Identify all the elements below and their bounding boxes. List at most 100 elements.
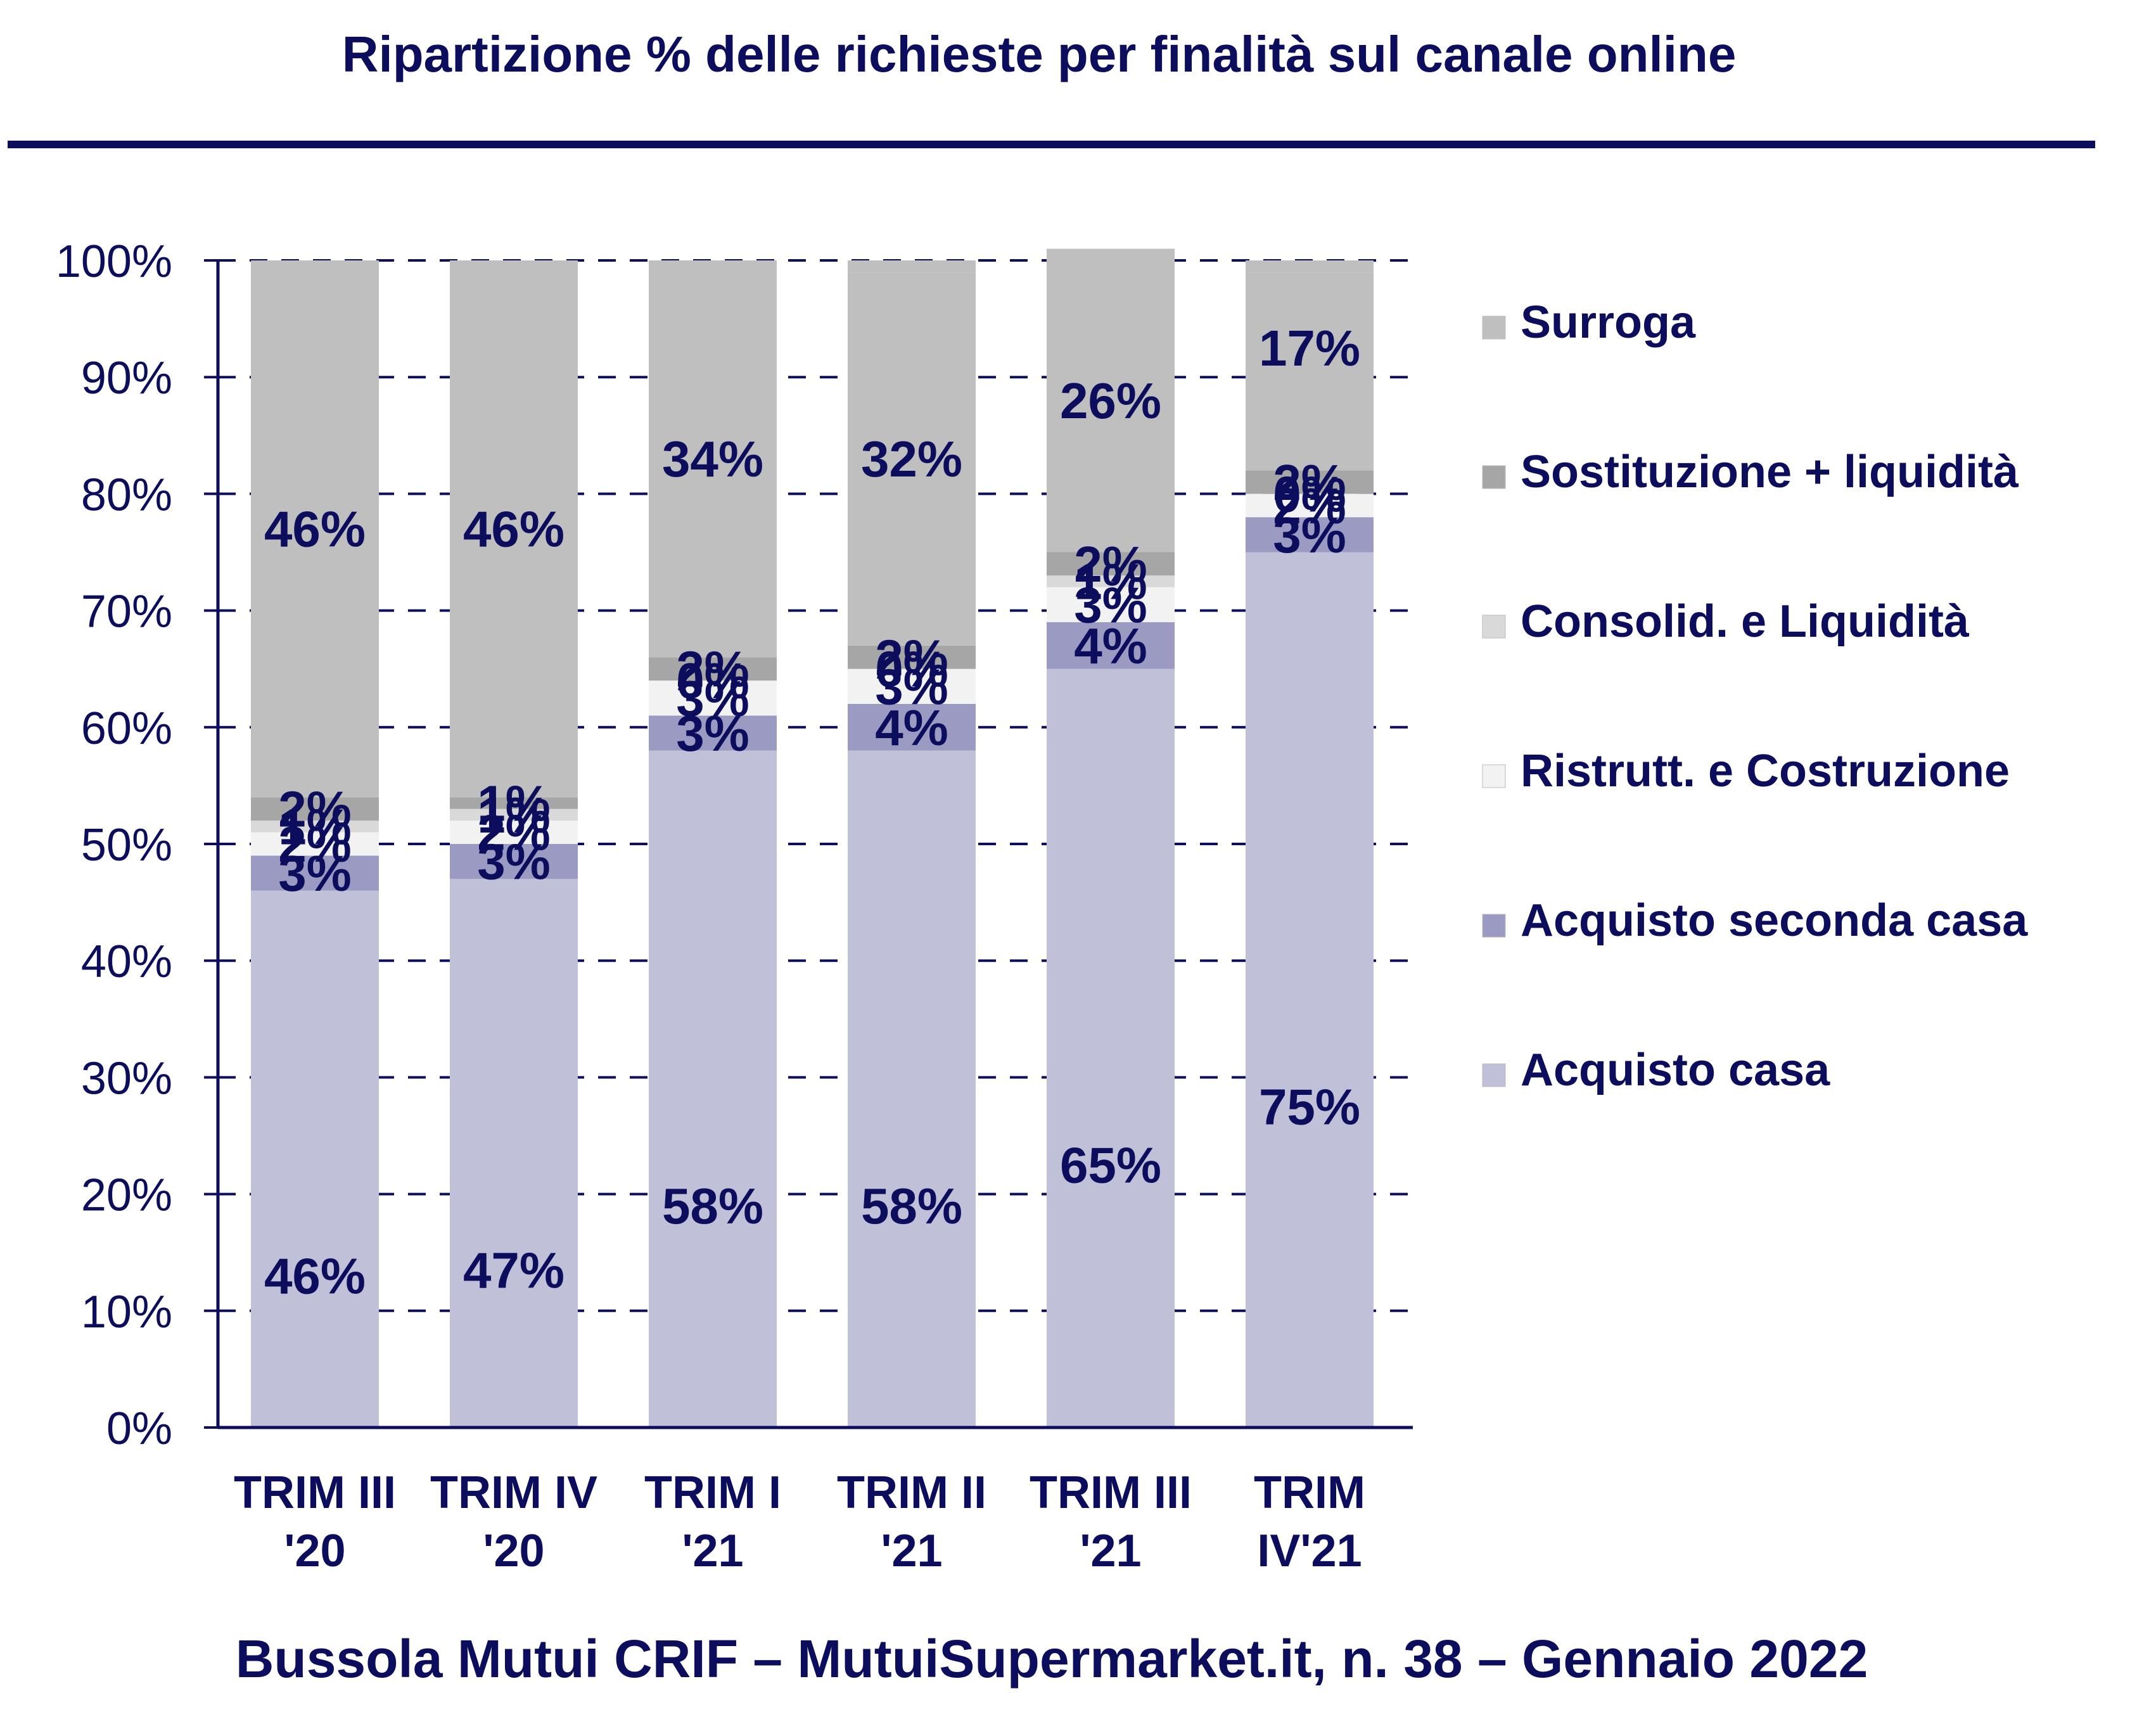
bar-segment bbox=[251, 855, 379, 891]
data-label: 58% bbox=[662, 1178, 763, 1234]
data-label: 3% bbox=[477, 834, 551, 890]
data-label: 1% bbox=[477, 787, 551, 843]
legend-label: Sostituzione + liquidità bbox=[1521, 447, 2019, 497]
x-tick-label: TRIM II bbox=[837, 1467, 986, 1518]
legend-swatch bbox=[1482, 615, 1506, 639]
bar-segment bbox=[1047, 668, 1175, 1428]
y-tick-label: 50% bbox=[81, 820, 172, 871]
bar-segment bbox=[1047, 248, 1175, 553]
data-label: 3% bbox=[278, 845, 352, 902]
y-tick-label: 60% bbox=[81, 703, 172, 754]
x-tick-label: '21 bbox=[1080, 1526, 1141, 1576]
bar-segment bbox=[1246, 494, 1374, 518]
y-tick-label: 10% bbox=[81, 1287, 172, 1338]
bar-segment bbox=[1246, 470, 1374, 494]
data-label: 0% bbox=[1273, 466, 1346, 522]
y-tick-label: 0% bbox=[106, 1403, 172, 1454]
x-axis-ticks: TRIM III '20 TRIM IV '20 TRIM I '21 TRIM II '21… bbox=[234, 1467, 1365, 1576]
x-tick-label: TRIM III bbox=[1030, 1467, 1192, 1518]
data-label: 1% bbox=[1074, 554, 1147, 610]
legend-label: Ristrutt. e Costruzione bbox=[1521, 746, 2010, 796]
axes bbox=[204, 259, 1413, 1429]
bar-segment bbox=[1047, 552, 1175, 576]
x-tick-label: '20 bbox=[483, 1526, 544, 1576]
y-tick-label: 30% bbox=[81, 1053, 172, 1104]
bar-segment bbox=[848, 668, 976, 704]
data-label: 2% bbox=[1273, 454, 1346, 511]
bar-segment bbox=[1246, 552, 1374, 1428]
legend-label: Acquisto casa bbox=[1521, 1045, 1830, 1095]
y-tick-label: 100% bbox=[56, 236, 172, 287]
bar-segment bbox=[848, 703, 976, 751]
data-label: 75% bbox=[1259, 1078, 1360, 1135]
source-footer: Bussola Mutui CRIF – MutuiSupermarket.it… bbox=[235, 1629, 1868, 1689]
bar-segment bbox=[1047, 587, 1175, 623]
y-tick-label: 20% bbox=[81, 1170, 172, 1221]
data-label: 1% bbox=[278, 798, 352, 855]
bar-segment bbox=[450, 844, 578, 879]
bar-segment bbox=[251, 890, 379, 1428]
data-label: 65% bbox=[1060, 1137, 1161, 1194]
bar-segment bbox=[450, 879, 578, 1428]
data-label: 46% bbox=[463, 501, 565, 558]
x-tick-label: TRIM III bbox=[234, 1467, 396, 1518]
legend-swatch bbox=[1482, 316, 1506, 340]
data-label: 32% bbox=[861, 431, 962, 487]
data-label: 17% bbox=[1259, 320, 1360, 376]
data-label: 46% bbox=[264, 1248, 366, 1305]
x-tick-label: TRIM bbox=[1254, 1467, 1365, 1518]
data-label: 3% bbox=[1273, 507, 1346, 563]
bar-segment bbox=[848, 260, 976, 272]
bar-segment bbox=[1246, 260, 1374, 272]
data-label: 26% bbox=[1060, 373, 1161, 429]
bar-segment bbox=[251, 260, 379, 798]
bar-segment bbox=[450, 821, 578, 844]
y-tick-label: 80% bbox=[81, 469, 172, 520]
bar-segment bbox=[251, 821, 379, 833]
data-label: 1% bbox=[477, 776, 551, 832]
bar-segment bbox=[649, 715, 777, 751]
bar-segment bbox=[251, 797, 379, 821]
data-label: 2% bbox=[1074, 536, 1147, 592]
legend-label: Surroga bbox=[1521, 297, 1696, 348]
x-tick-label: '21 bbox=[682, 1526, 743, 1576]
y-tick-label: 90% bbox=[81, 353, 172, 404]
bars bbox=[251, 248, 1374, 1428]
y-axis-ticks: 0% 10% 20% 30% 40% 50% 60% 70% 80% 90% 100% bbox=[56, 236, 172, 1454]
bar-segment bbox=[1246, 272, 1374, 471]
bar-segment bbox=[848, 750, 976, 1428]
legend-label: Consolid. e Liquidità bbox=[1521, 596, 1970, 647]
data-label: 4% bbox=[1074, 618, 1147, 674]
data-label: 58% bbox=[861, 1178, 962, 1234]
title-divider bbox=[8, 141, 2095, 148]
data-label: 2% bbox=[278, 781, 352, 838]
bar-segment bbox=[649, 657, 777, 681]
data-label: 2% bbox=[676, 641, 749, 698]
bar-segment bbox=[1246, 517, 1374, 553]
data-label: 47% bbox=[463, 1242, 565, 1298]
bar-segment bbox=[649, 750, 777, 1428]
x-tick-label: IV'21 bbox=[1257, 1526, 1362, 1576]
legend-swatch bbox=[1482, 764, 1506, 788]
bar-segment bbox=[450, 797, 578, 809]
legend-swatch bbox=[1482, 465, 1506, 489]
data-label: 3% bbox=[676, 705, 749, 762]
bar-segment bbox=[251, 832, 379, 856]
data-label: 3% bbox=[875, 658, 948, 715]
data-labels: 46%3%2%1%2%46%47%3%2%1%1%46%58%3%3%0%2%3… bbox=[264, 320, 1360, 1304]
legend-swatch bbox=[1482, 1063, 1506, 1087]
bar-segment bbox=[450, 808, 578, 821]
y-tick-label: 70% bbox=[81, 587, 172, 637]
x-tick-label: '21 bbox=[881, 1526, 942, 1576]
bar-segment bbox=[1047, 622, 1175, 669]
legend-swatch bbox=[1482, 914, 1506, 938]
legend: Surroga Sostituzione + liquidità Consolid.… bbox=[1482, 297, 2028, 1095]
bar-segment bbox=[649, 260, 777, 658]
legend-label: Acquisto seconda casa bbox=[1521, 895, 2028, 946]
data-label: 2% bbox=[477, 805, 551, 861]
data-label: 2% bbox=[1273, 478, 1346, 534]
bar-segment bbox=[450, 260, 578, 798]
x-tick-label: TRIM IV bbox=[430, 1467, 597, 1518]
y-tick-label: 40% bbox=[81, 936, 172, 987]
data-label: 0% bbox=[676, 653, 749, 709]
